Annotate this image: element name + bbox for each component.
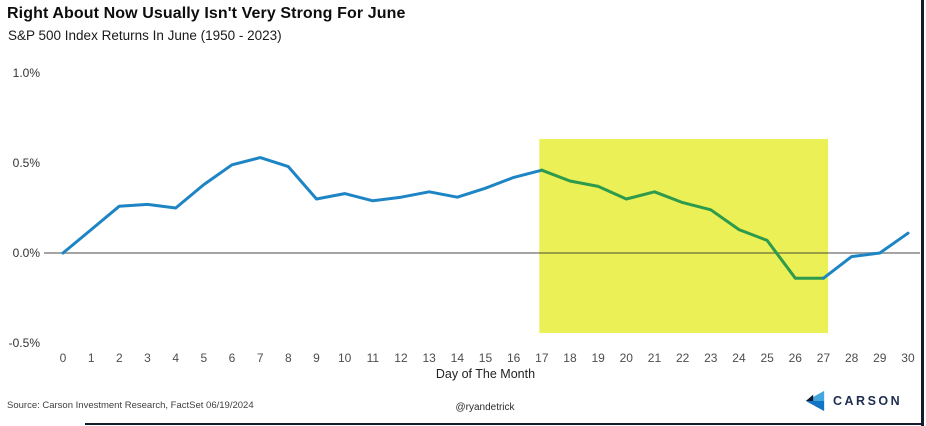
x-tick-label: 16 xyxy=(507,351,521,365)
x-tick-label: 1 xyxy=(88,351,95,365)
carson-logo-icon xyxy=(805,390,825,412)
x-tick-label: 27 xyxy=(817,351,831,365)
y-tick-label: 1.0% xyxy=(13,66,41,80)
x-tick-label: 26 xyxy=(789,351,803,365)
x-tick-label: 30 xyxy=(901,351,915,365)
x-tick-label: 5 xyxy=(200,351,207,365)
x-tick-label: 24 xyxy=(732,351,746,365)
x-tick-label: 4 xyxy=(172,351,179,365)
chart-subtitle: S&P 500 Index Returns In June (1950 - 20… xyxy=(8,28,282,43)
x-tick-label: 21 xyxy=(648,351,662,365)
x-axis-title: Day of The Month xyxy=(436,367,535,381)
x-tick-label: 17 xyxy=(535,351,549,365)
x-tick-label: 8 xyxy=(285,351,292,365)
window-edge-bottom xyxy=(85,423,924,425)
x-tick-label: 28 xyxy=(845,351,859,365)
y-tick-label: 0.0% xyxy=(13,246,41,260)
x-tick-label: 2 xyxy=(116,351,123,365)
x-tick-label: 13 xyxy=(422,351,436,365)
y-tick-label: -0.5% xyxy=(9,336,41,350)
x-tick-label: 14 xyxy=(451,351,465,365)
x-tick-label: 10 xyxy=(338,351,352,365)
x-tick-label: 22 xyxy=(676,351,690,365)
carson-logo-text: CARSON xyxy=(833,394,903,408)
y-tick-label: 0.5% xyxy=(13,156,41,170)
carson-logo-icon-bottom-shape xyxy=(805,401,825,412)
series-line-post-band xyxy=(822,231,910,280)
chart-title: Right About Now Usually Isn't Very Stron… xyxy=(7,5,406,22)
x-tick-label: 9 xyxy=(313,351,320,365)
x-tick-label: 25 xyxy=(760,351,774,365)
series-line-pre-band xyxy=(61,156,544,255)
x-tick-label: 23 xyxy=(704,351,718,365)
source-note: Source: Carson Investment Research, Fact… xyxy=(7,400,254,411)
series-line-in-band xyxy=(540,168,825,280)
carson-logo-icon-top-shape xyxy=(805,390,825,401)
x-tick-label: 0 xyxy=(60,351,67,365)
highlight-band xyxy=(539,139,829,333)
carson-logo: CARSON xyxy=(804,390,902,412)
window-edge-right xyxy=(921,0,924,426)
x-tick-label: 20 xyxy=(620,351,634,365)
x-tick-label: 18 xyxy=(563,351,577,365)
twitter-handle: @ryandetrick xyxy=(455,402,515,413)
x-tick-label: 29 xyxy=(873,351,887,365)
x-tick-label: 3 xyxy=(144,351,151,365)
x-tick-label: 15 xyxy=(479,351,493,365)
x-tick-label: 7 xyxy=(257,351,264,365)
carson-logo-icon-notch xyxy=(805,394,814,401)
x-tick-label: 19 xyxy=(591,351,605,365)
x-tick-label: 11 xyxy=(367,351,380,365)
x-tick-label: 12 xyxy=(394,351,408,365)
x-tick-label: 6 xyxy=(229,351,236,365)
